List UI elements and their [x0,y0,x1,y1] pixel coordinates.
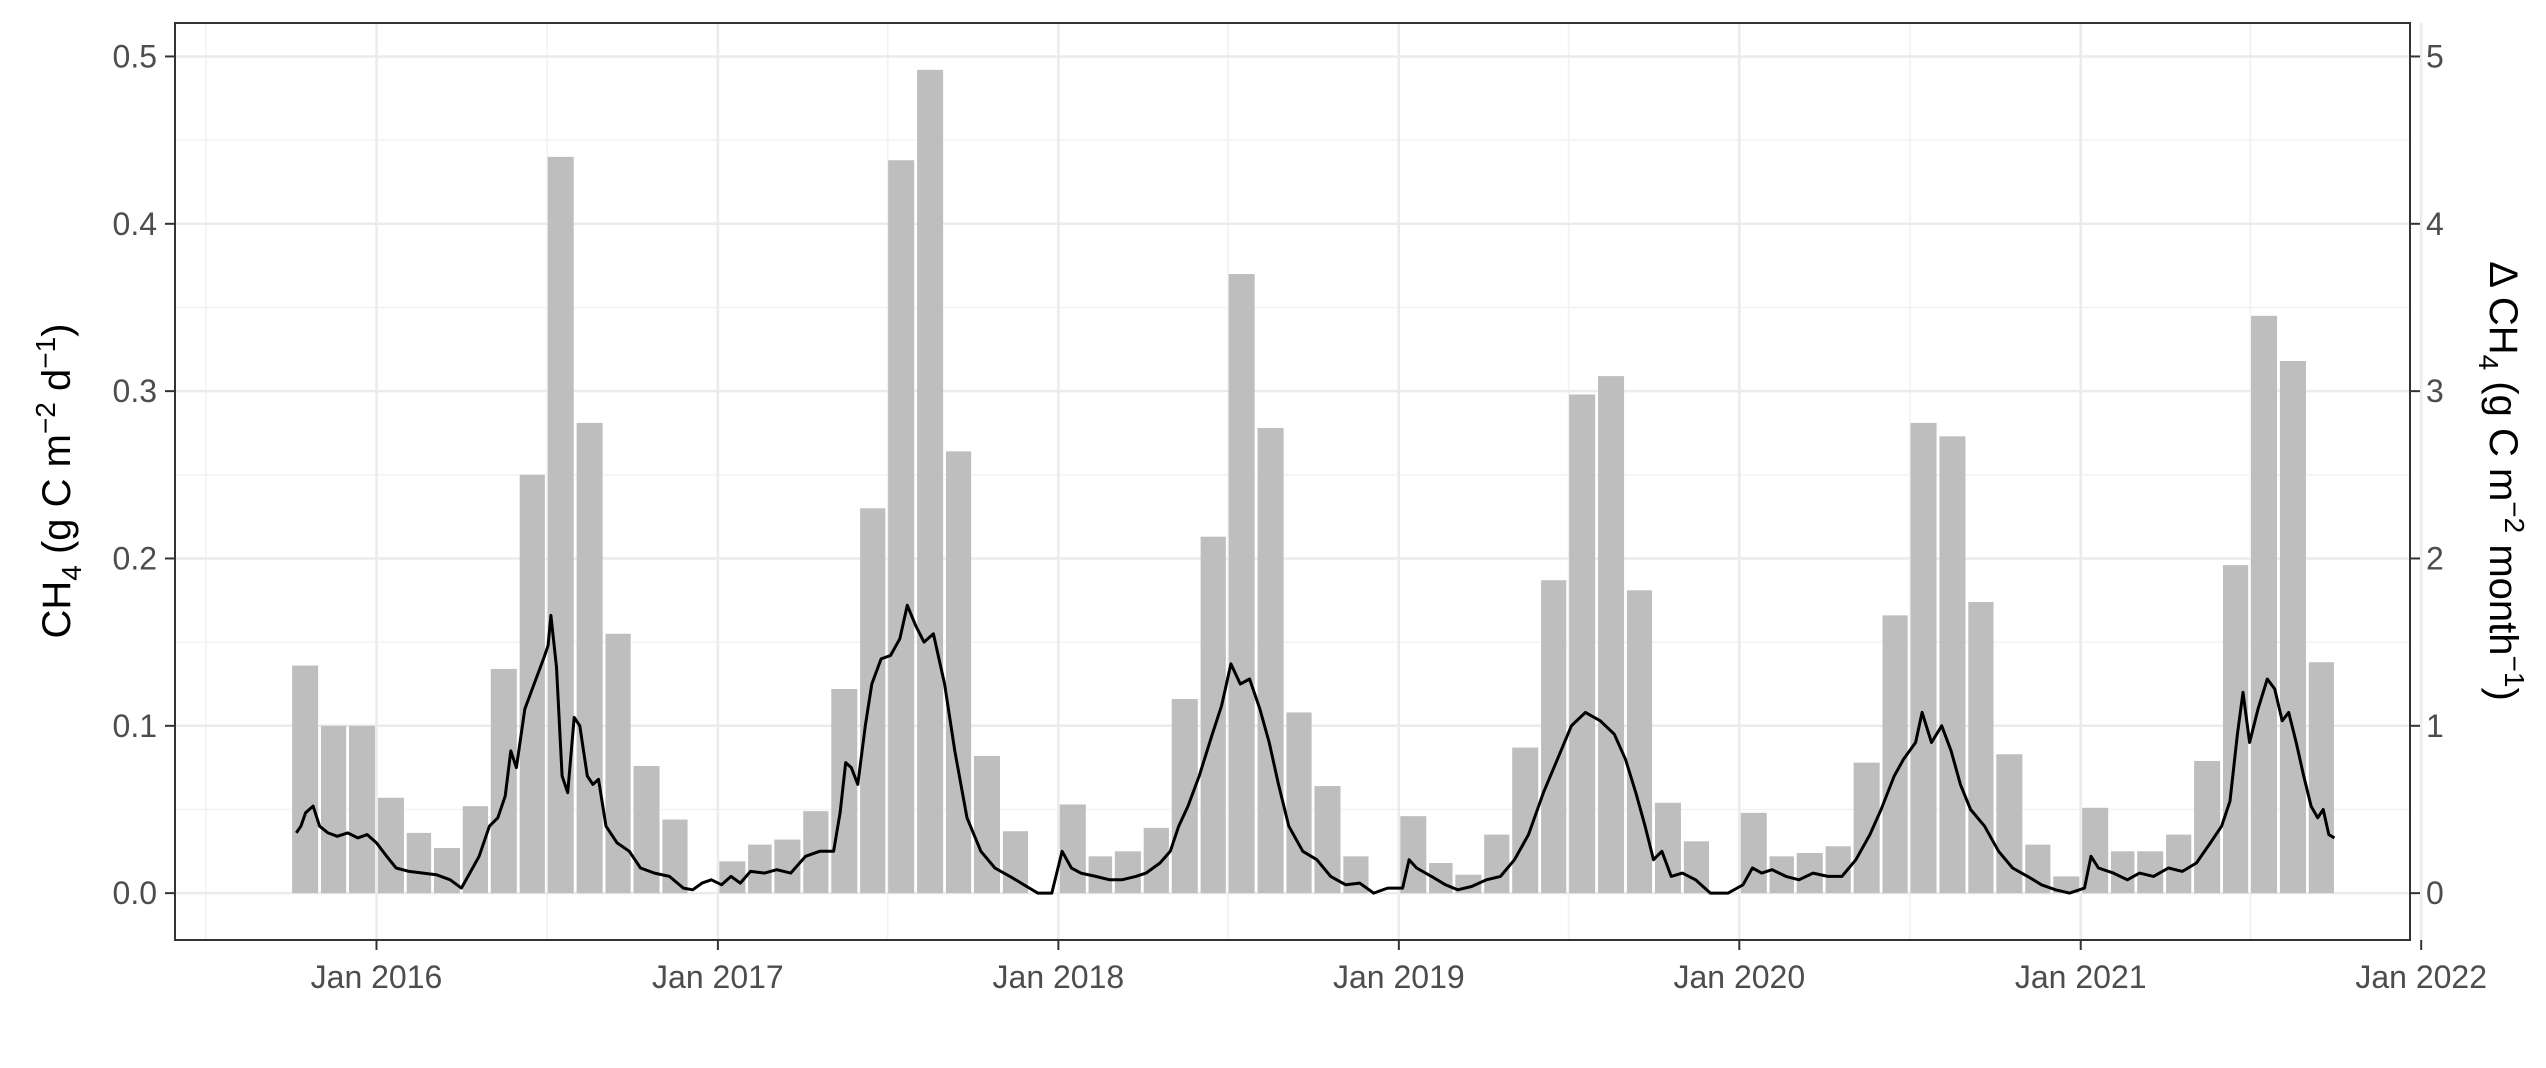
bar [945,451,972,894]
bar [1910,422,1937,894]
bar [1939,436,1966,894]
bar [2194,760,2221,894]
bar [1882,615,1908,894]
x-tick-label: Jan 2019 [1333,959,1465,995]
right-axis-title-unit-b: month [2481,533,2525,655]
bar-series [292,69,2334,894]
right-axis-title-unit-a: (g C m [2481,370,2525,501]
bar [2110,851,2135,894]
bar [888,160,915,894]
ch4-flux-line [295,603,2336,895]
y-right-tick-label: 1 [2426,708,2444,744]
bar [1968,601,1994,894]
bar [292,665,319,894]
right-axis-title: Δ CH4 (g C m−2 month−1) [2473,261,2530,701]
bar [1569,394,1596,894]
bar [1059,804,1086,894]
right-axis: 0 1 2 3 4 5 [2410,38,2444,911]
bar [2251,315,2278,894]
bar [973,755,1001,894]
x-tick-label: Jan 2020 [1673,959,1805,995]
bar [2308,662,2334,894]
bottom-axis: Jan 2016 Jan 2017 Jan 2018 Jan 2019 Jan 2020… [311,940,2487,995]
left-axis: 0.0 0.1 0.2 0.3 0.4 0.5 [113,38,175,911]
left-axis-title-unit-b: d [35,369,79,402]
y-left-tick-label: 0.4 [113,206,157,242]
bar [1257,427,1284,894]
y-right-tick-label: 4 [2426,206,2444,242]
bar [1853,762,1880,894]
bar [1541,580,1567,894]
x-tick-label: Jan 2017 [652,959,784,995]
x-tick-label: Jan 2018 [993,959,1125,995]
y-right-tick-label: 2 [2426,540,2444,576]
bar [2053,876,2080,894]
y-left-tick-label: 0.5 [113,38,157,74]
left-axis-title-subscript: 4 [56,565,87,581]
y-right-tick-label: 3 [2426,373,2444,409]
bar [1200,536,1226,894]
y-left-tick-label: 0.2 [113,540,157,576]
bar [605,633,631,894]
left-axis-title-close: ) [35,323,79,336]
bar [748,844,772,894]
left-axis-title-superscript-b: −1 [30,337,61,369]
bar [1114,851,1141,894]
bar [860,508,886,894]
x-tick-label: Jan 2022 [2355,959,2487,995]
y-right-tick-label: 5 [2426,38,2444,74]
left-axis-title-superscript-a: −2 [30,402,61,434]
bar [1088,856,1113,894]
bar [1002,831,1029,894]
bar [519,474,545,894]
bar [1286,712,1312,894]
bar [1314,786,1341,894]
y-left-tick-label: 0.3 [113,373,157,409]
bar [2279,361,2306,894]
bar [377,797,404,894]
left-axis-title-main: CH [35,581,79,639]
bar [2222,565,2249,894]
bar [406,832,432,894]
bar [1171,699,1198,894]
bar [320,725,347,894]
bar [490,668,517,894]
x-tick-label: Jan 2016 [311,959,443,995]
y-left-tick-label: 0.0 [113,875,157,911]
right-axis-title-superscript-a: −2 [2499,501,2530,533]
bar [2166,834,2192,894]
bar [1626,590,1653,894]
bar [1654,802,1681,894]
left-axis-title: CH4 (g C m−2 d−1) [30,323,87,638]
bar [917,69,944,894]
right-axis-title-close: ) [2481,687,2525,700]
right-axis-title-subscript: 4 [2473,355,2504,371]
bar [1683,841,1709,894]
right-axis-title-superscript-b: −1 [2499,656,2530,688]
x-tick-label: Jan 2021 [2015,959,2147,995]
right-axis-title-main: Δ CH [2481,261,2525,354]
bar [349,725,376,894]
bar [1598,376,1625,894]
bar [1143,827,1169,894]
bar [433,847,460,894]
y-left-tick-label: 0.1 [113,708,157,744]
y-right-tick-label: 0 [2426,875,2444,911]
bar [1484,834,1510,894]
bar [831,688,858,894]
plot-border [174,22,2411,941]
line-series [295,603,2336,895]
bar [1228,274,1255,894]
bar [576,422,603,894]
left-axis-title-unit-a: (g C m [35,434,79,565]
